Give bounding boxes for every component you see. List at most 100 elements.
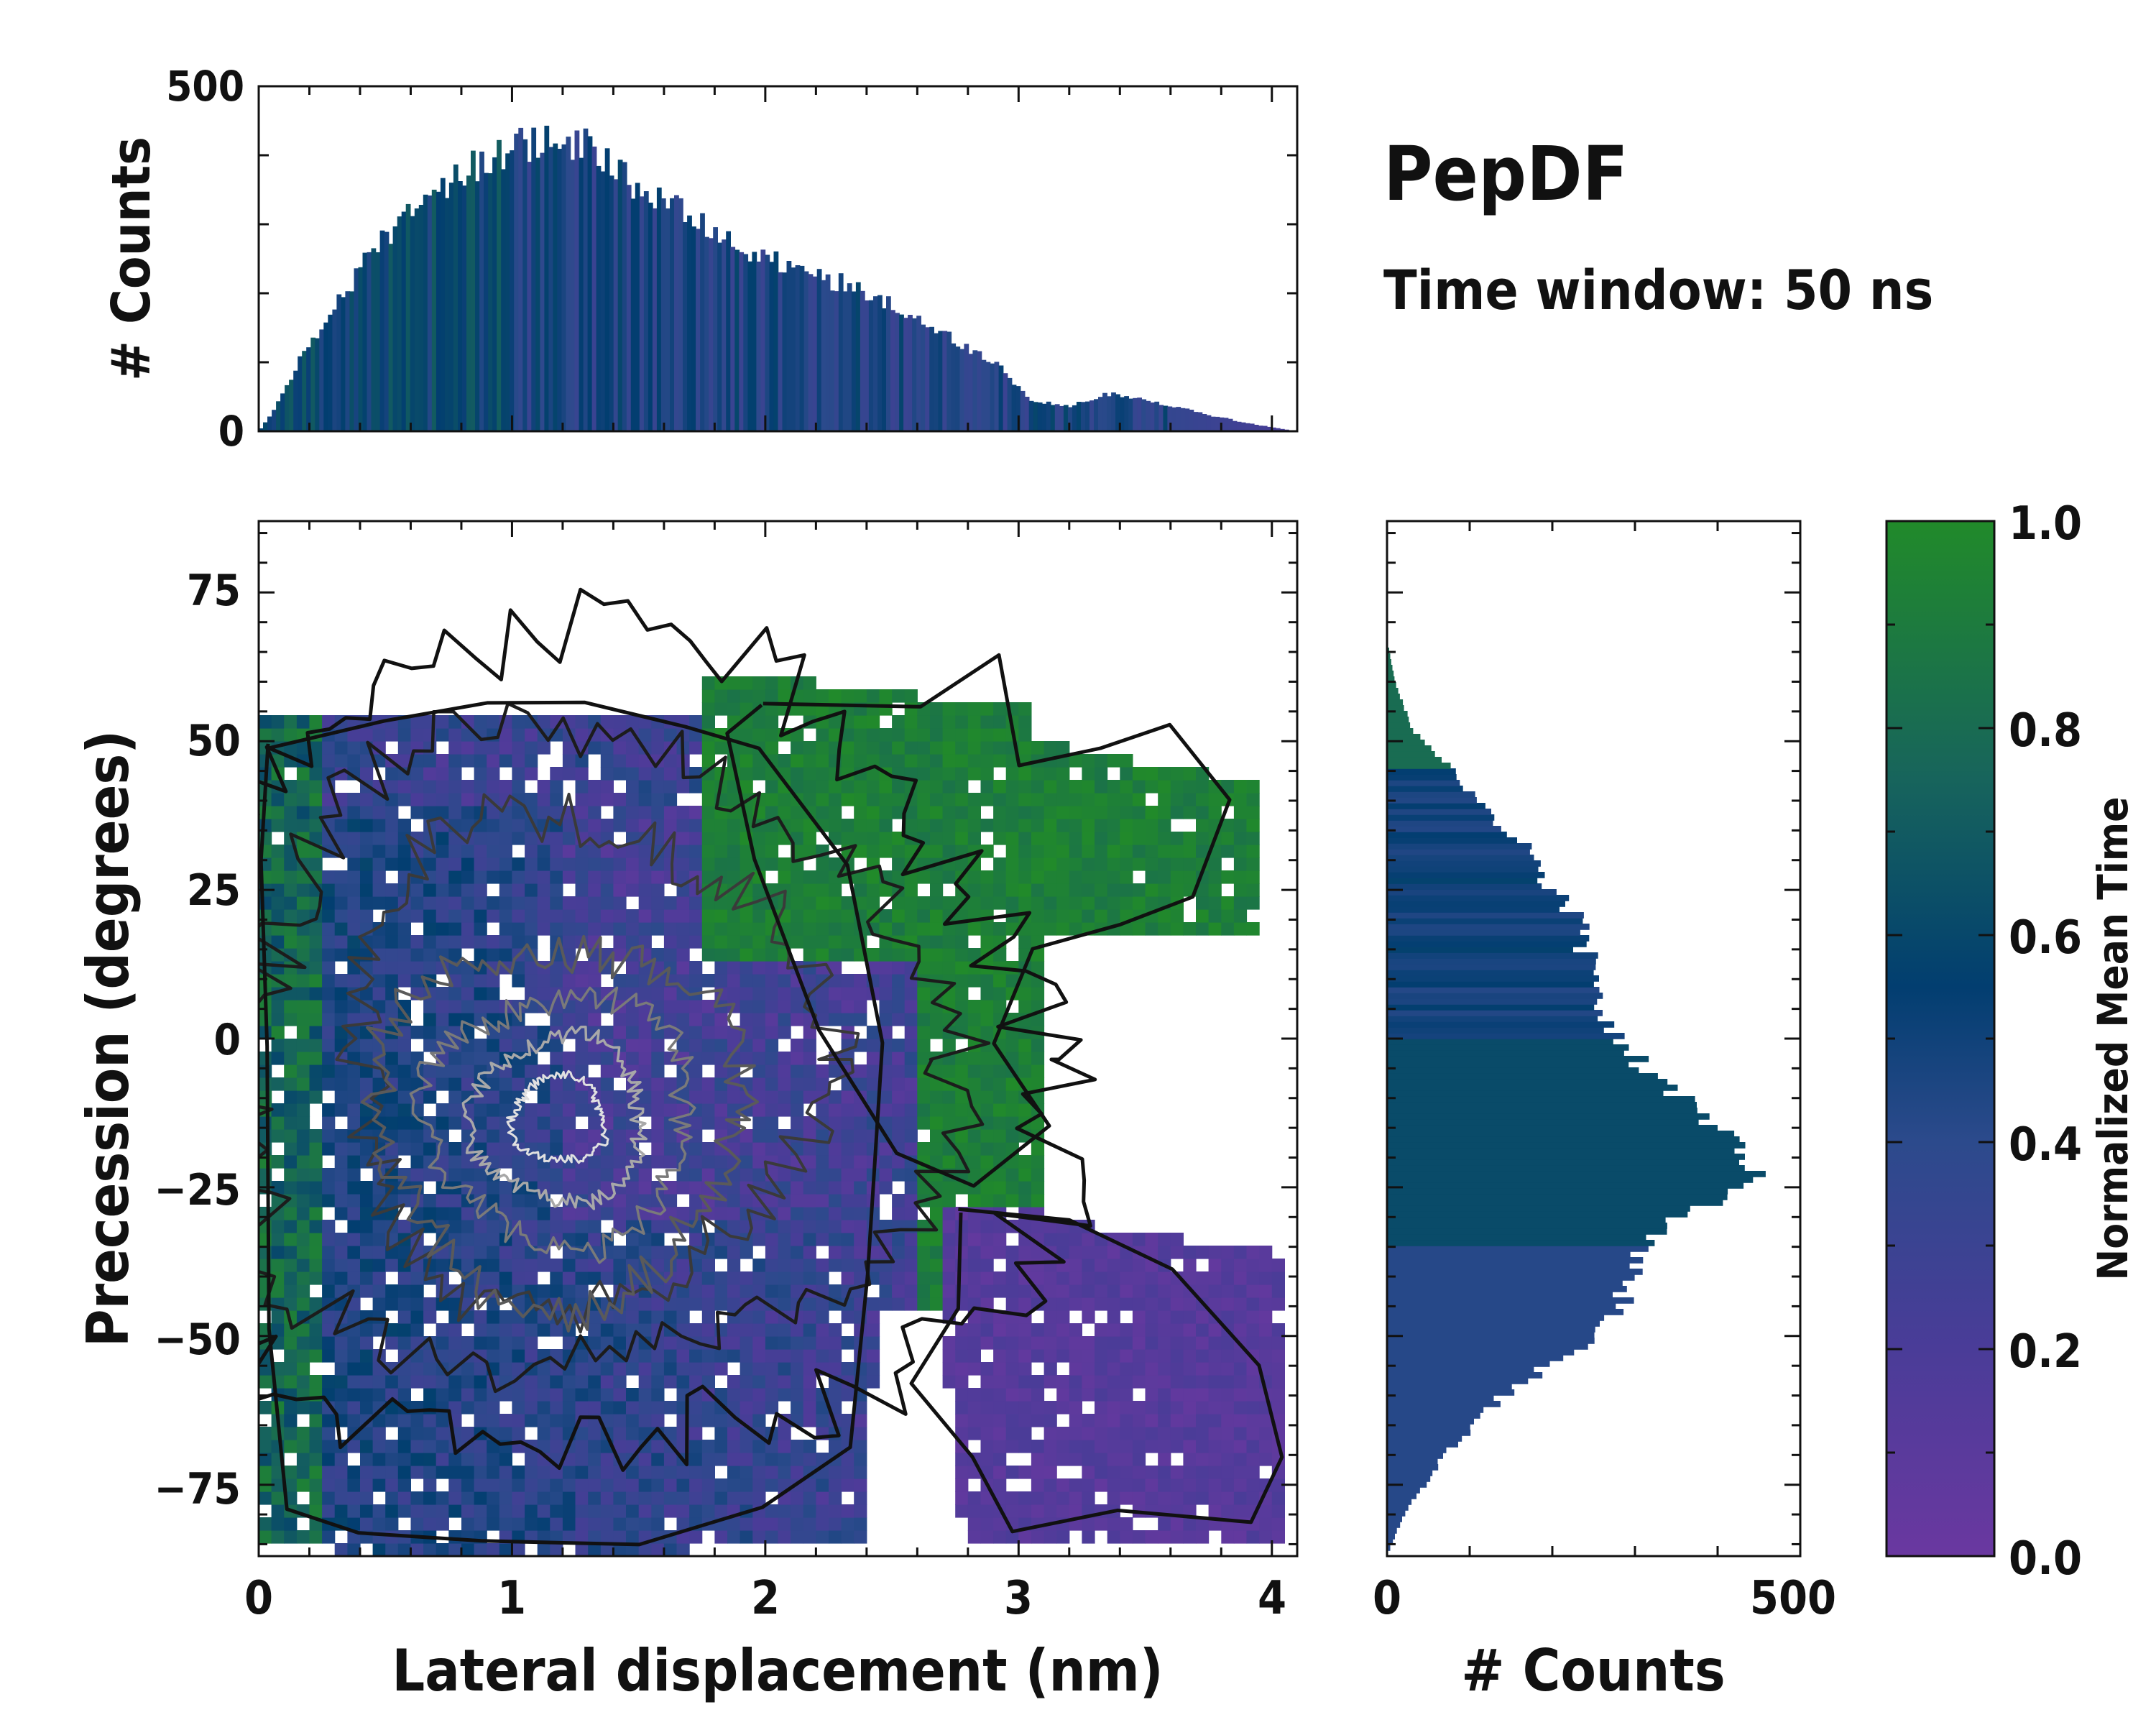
heatmap-cell — [259, 1530, 272, 1544]
heatmap-cell — [410, 1323, 424, 1337]
right-histogram-bar — [1387, 688, 1399, 694]
heatmap-cell — [499, 909, 512, 923]
heatmap-cell — [537, 1142, 550, 1156]
heatmap-cell — [423, 1297, 437, 1311]
heatmap-cell — [1082, 1375, 1095, 1389]
heatmap-cell — [778, 1466, 791, 1479]
top-histogram-bar — [553, 143, 558, 431]
heatmap-cell — [271, 819, 285, 832]
heatmap-cell — [829, 1530, 842, 1544]
heatmap-cell — [955, 1478, 969, 1492]
heatmap-cell — [487, 819, 500, 832]
heatmap-cell — [854, 1271, 867, 1285]
heatmap-cell — [423, 896, 437, 910]
heatmap-cell — [1069, 1336, 1082, 1350]
heatmap-cell — [740, 935, 753, 949]
heatmap-cell — [1107, 1453, 1120, 1466]
heatmap-cell — [613, 819, 627, 832]
heatmap-cell — [334, 935, 348, 949]
heatmap-cell — [993, 1090, 1007, 1104]
heatmap-cell — [701, 1116, 715, 1130]
heatmap-cell — [284, 1181, 298, 1195]
heatmap-cell — [892, 741, 906, 755]
heatmap-cell — [980, 741, 994, 755]
heatmap-cell — [854, 1530, 867, 1544]
top-histogram-bar — [561, 144, 567, 431]
heatmap-cell — [1158, 1233, 1171, 1246]
heatmap-cell — [372, 896, 386, 910]
heatmap-cell — [410, 1375, 424, 1389]
heatmap-cell — [309, 974, 323, 988]
heatmap-cell — [1107, 832, 1120, 845]
heatmap-cell — [1196, 1466, 1210, 1479]
heatmap-cell — [841, 1168, 854, 1182]
heatmap-cell — [816, 1271, 829, 1285]
heatmap-cell — [613, 1310, 627, 1324]
heatmap-cell — [980, 935, 994, 949]
heatmap-cell — [360, 1207, 374, 1220]
heatmap-cell — [651, 1504, 665, 1518]
right-histogram-bar — [1387, 1378, 1529, 1384]
heatmap-cell — [271, 1310, 285, 1324]
top-axis-ticks — [257, 85, 1297, 433]
heatmap-cell — [575, 1284, 589, 1298]
heatmap-cell — [676, 1478, 690, 1492]
heatmap-cell — [525, 909, 538, 923]
heatmap-cell — [423, 1026, 437, 1039]
heatmap-cell — [967, 1233, 981, 1246]
heatmap-cell — [1221, 1362, 1235, 1376]
heatmap-cell — [1196, 806, 1210, 819]
heatmap-cell — [904, 806, 918, 819]
heatmap-cell — [1221, 780, 1235, 794]
heatmap-cell — [714, 1142, 728, 1156]
heatmap-cell — [575, 1297, 589, 1311]
heatmap-cell — [1271, 1517, 1285, 1531]
heatmap-cell — [778, 1233, 791, 1246]
heatmap-cell — [1132, 767, 1146, 781]
heatmap-cell — [1221, 1478, 1235, 1492]
heatmap-cell — [436, 1064, 449, 1078]
heatmap-cell — [967, 974, 981, 988]
heatmap-cell — [360, 1246, 374, 1259]
heatmap-cell — [829, 1349, 842, 1363]
heatmap-cell — [752, 1116, 766, 1130]
heatmap-cell — [436, 1233, 449, 1246]
heatmap-cell — [752, 1440, 766, 1453]
heatmap-cell — [714, 1090, 728, 1104]
heatmap-cell — [360, 1466, 374, 1479]
heatmap-cell — [284, 1207, 298, 1220]
heatmap-cell — [651, 1103, 665, 1117]
heatmap-cell — [284, 1039, 298, 1052]
heatmap-cell — [1233, 780, 1248, 794]
heatmap-cell — [651, 1297, 665, 1311]
heatmap-cell — [689, 1000, 703, 1013]
heatmap-cell — [499, 1453, 512, 1466]
right-histogram-bar — [1387, 786, 1463, 792]
right-histogram-bar — [1387, 1033, 1625, 1039]
top-histogram-bar — [782, 272, 788, 431]
heatmap-cell — [588, 1207, 602, 1220]
heatmap-cell — [689, 1090, 703, 1104]
heatmap-cell — [487, 1129, 500, 1143]
heatmap-cell — [803, 741, 816, 755]
heatmap-cell — [284, 1427, 298, 1440]
heatmap-cell — [613, 896, 627, 910]
heatmap-cell — [980, 1504, 994, 1518]
heatmap-cell — [487, 1271, 500, 1285]
heatmap-cell — [372, 1284, 386, 1298]
heatmap-cell — [791, 1207, 804, 1220]
top-histogram-bar — [985, 362, 991, 431]
heatmap-cell — [410, 1453, 424, 1466]
heatmap-cell — [904, 1271, 918, 1285]
heatmap-cell — [1107, 793, 1120, 806]
heatmap-cell — [436, 1155, 449, 1169]
heatmap-cell — [638, 728, 652, 742]
heatmap-cell — [474, 948, 487, 962]
heatmap-cell — [791, 1336, 804, 1350]
heatmap-cell — [955, 728, 969, 742]
right-histogram-bar — [1387, 1136, 1740, 1143]
heatmap-cell — [1158, 857, 1171, 871]
heatmap-cell — [803, 1194, 816, 1208]
top-histogram-bar — [951, 343, 957, 431]
heatmap-cell — [967, 1530, 981, 1544]
